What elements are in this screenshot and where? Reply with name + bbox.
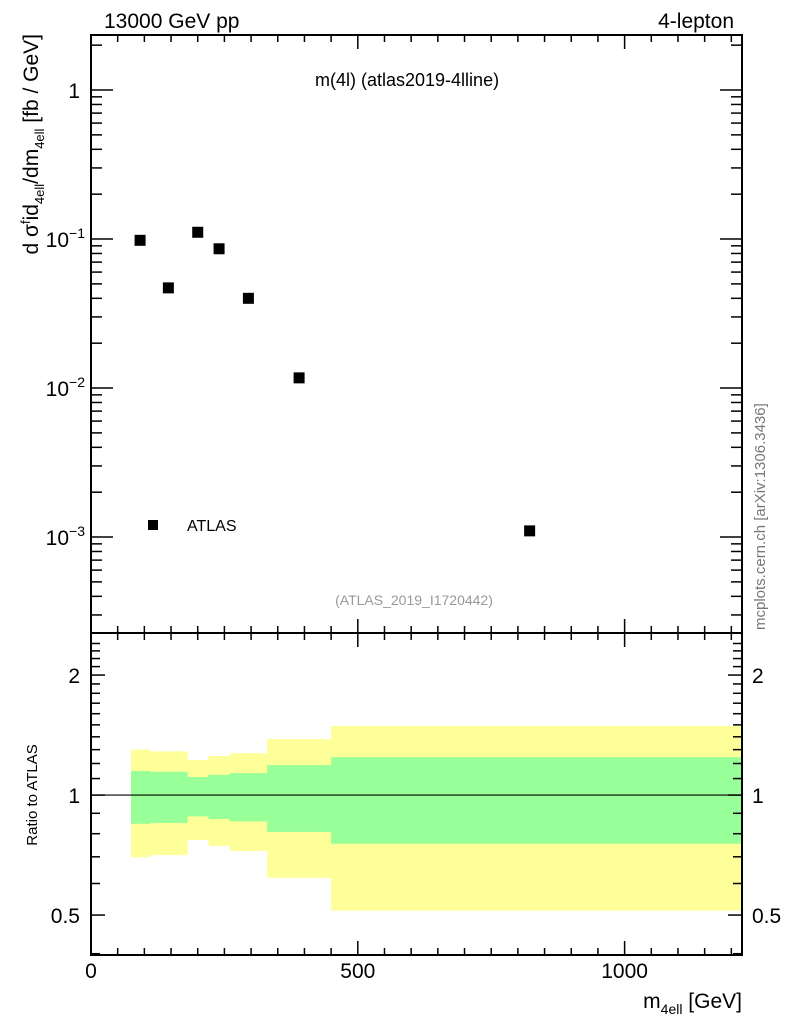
uncertainty-band [208, 774, 231, 819]
ratio-panel: 0 500 1000 2 2 1 1 0.5 0.5 [51, 632, 781, 983]
y-tick-label-right: 1 [752, 785, 764, 808]
main-frame [90, 34, 743, 634]
y-tick-label: 1 [68, 785, 80, 808]
uncertainty-band [149, 771, 188, 823]
y-tick-label-right: 0.5 [752, 905, 781, 928]
y-axis-label: d σfid4ell/dm4ell [fb / GeV] [18, 34, 47, 255]
uncertainty-band [267, 765, 332, 832]
data-point [213, 243, 225, 255]
legend-label: ATLAS [187, 518, 237, 535]
x-tick-label: 0 [85, 960, 97, 983]
y-tick-label-right: 2 [752, 665, 764, 688]
y-tick-label: 2 [68, 665, 80, 688]
data-point [293, 372, 305, 384]
ratio-y-axis-label: Ratio to ATLAS [24, 744, 41, 845]
ratio-frame [90, 632, 743, 956]
x-tick-label: 1000 [601, 960, 648, 983]
side-label: mcplots.cern.ch [arXiv:1306.3436] [752, 403, 769, 630]
y-tick-label: 10−1 [46, 225, 86, 252]
y-tick-label: 10−3 [46, 523, 86, 550]
data-point [242, 292, 254, 304]
uncertainty-band [187, 776, 209, 817]
legend-marker [148, 520, 158, 530]
x-axis-label: m4ell [GeV] [643, 990, 742, 1017]
uncertainty-band [131, 771, 151, 824]
y-tick-label: 0.5 [51, 905, 80, 928]
y-tick-label: 1 [68, 80, 80, 103]
data-point [134, 234, 146, 246]
data-point [162, 282, 174, 294]
analysis-label: (ATLAS_2019_I1720442) [335, 592, 493, 608]
header-left: 13000 GeV pp [104, 10, 239, 33]
header-right: 4-lepton [658, 10, 734, 33]
x-tick-label: 500 [340, 960, 375, 983]
uncertainty-band [331, 757, 743, 844]
data-point [524, 525, 536, 537]
data-point [192, 226, 204, 238]
plot-title: m(4l) (atlas2019-4lline) [315, 70, 499, 90]
y-tick-label: 10−2 [46, 374, 86, 401]
uncertainty-band [229, 773, 268, 822]
